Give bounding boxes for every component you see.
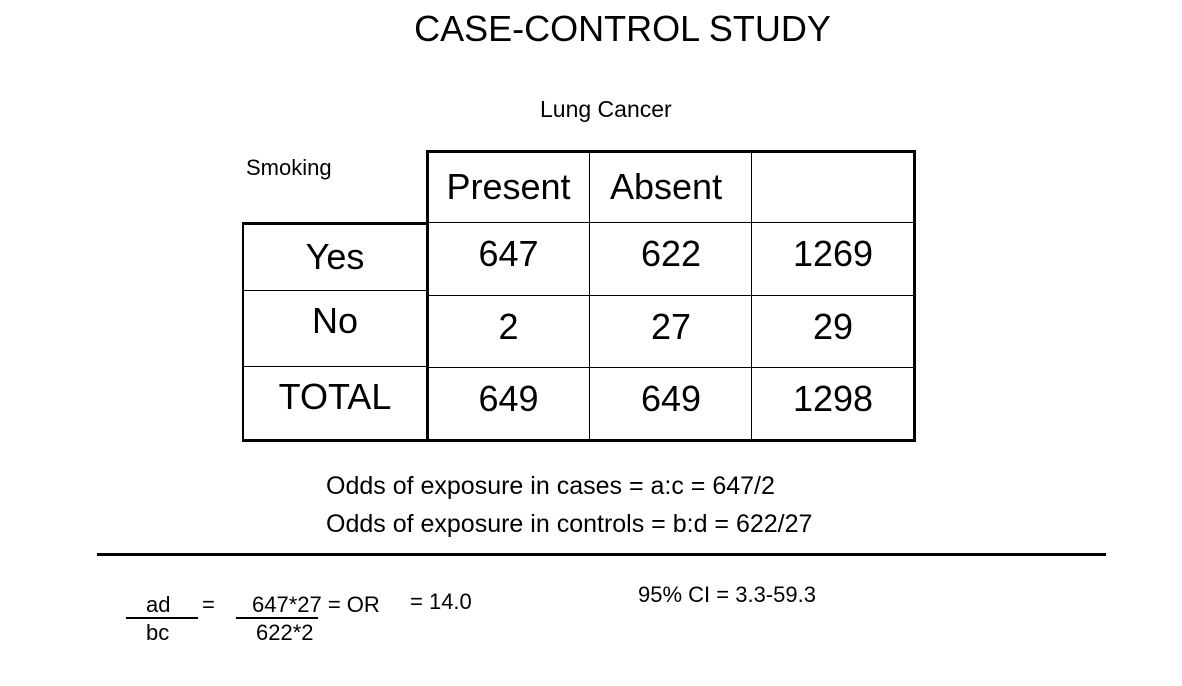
table-cell: 649: [640, 378, 702, 419]
row-label: Yes: [305, 236, 365, 277]
odds-cases: Odds of exposure in cases = a:c = 647/2: [326, 472, 775, 500]
table-rule: [751, 151, 752, 441]
equals-sign: =: [202, 592, 215, 617]
row-group-label: Smoking: [246, 155, 332, 180]
formula-denominator: bc: [146, 620, 170, 645]
table-cell: 2: [498, 306, 519, 347]
table-rule: [589, 151, 590, 441]
table-rule: [427, 367, 915, 368]
formula-numerator: 647*27 = OR: [252, 592, 380, 617]
table-border: [426, 150, 429, 442]
table-cell: 1298: [792, 378, 874, 419]
formula-numerator: ad: [146, 592, 171, 617]
column-header: Absent: [610, 166, 723, 207]
table-border: [242, 439, 916, 442]
table-rule: [243, 290, 427, 291]
table-rule: [427, 295, 915, 296]
odds-controls: Odds of exposure in controls = b:d = 622…: [326, 510, 813, 538]
table-cell: 622: [640, 233, 702, 274]
row-label: No: [311, 300, 359, 341]
table-cell: 1269: [792, 233, 874, 274]
divider: [97, 553, 1106, 556]
table-border: [242, 222, 428, 225]
slide-title: CASE-CONTROL STUDY: [414, 8, 831, 49]
table-cell: 27: [650, 306, 692, 347]
table-cell: 649: [478, 378, 539, 419]
table-rule: [243, 366, 427, 367]
table-cell: 647: [478, 233, 539, 274]
row-label: TOTAL: [278, 376, 392, 417]
column-group-label: Lung Cancer: [540, 96, 672, 122]
formula-denominator: 622*2: [256, 620, 314, 645]
table-border: [242, 222, 244, 442]
table-cell: 29: [812, 306, 854, 347]
column-header: [752, 151, 914, 223]
fraction-bar: [236, 617, 318, 619]
column-header: Present: [446, 166, 571, 207]
table-rule: [427, 222, 915, 223]
confidence-interval: 95% CI = 3.3-59.3: [638, 582, 816, 607]
fraction-bar: [126, 617, 198, 619]
table-border: [913, 150, 916, 442]
table-border: [426, 150, 916, 153]
odds-ratio-result: = 14.0: [410, 589, 472, 614]
